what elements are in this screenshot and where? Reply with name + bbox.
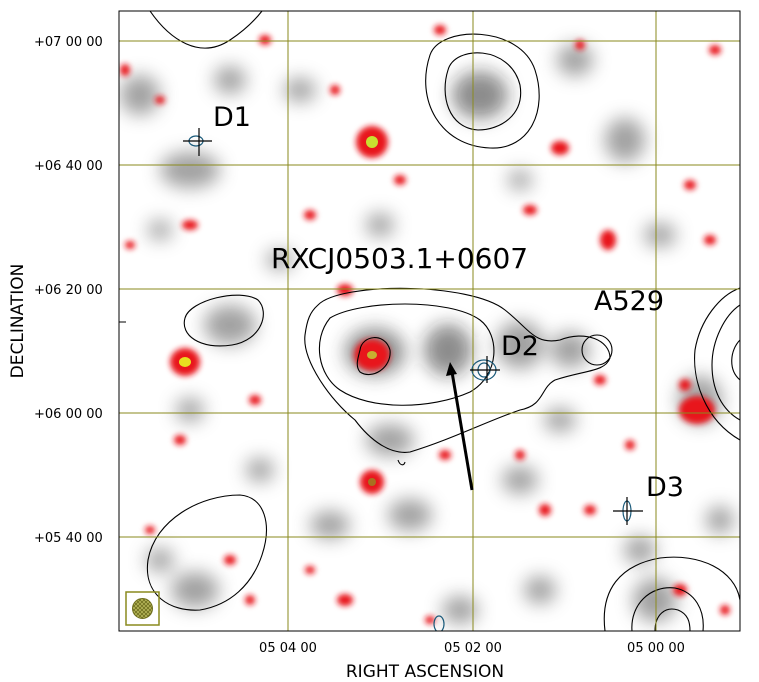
- x-tick-label: 05 04 00: [259, 641, 317, 656]
- x-tick-labels: 05 04 00 05 02 00 05 00 00: [259, 641, 685, 656]
- marker-bottom: [433, 615, 445, 631]
- beam-indicator: [125, 591, 160, 626]
- x-tick-label: 05 02 00: [444, 641, 502, 656]
- x-axis-title: RIGHT ASCENSION: [346, 662, 504, 682]
- x-tick-label: 05 00 00: [627, 641, 685, 656]
- pointer-arrow: [446, 362, 474, 491]
- y-tick-labels: +07 00 00 +06 40 00 +06 20 00 +06 00 00 …: [34, 35, 103, 546]
- label-cluster: RXCJ0503.1+0607: [271, 242, 528, 275]
- plot-frame: [118, 10, 741, 632]
- y-tick-label: +05 40 00: [34, 531, 103, 546]
- y-tick-label: +06 40 00: [34, 159, 103, 174]
- label-d2: D2: [501, 331, 539, 362]
- radio-cores: [179, 136, 378, 486]
- label-d1: D1: [213, 102, 251, 133]
- plot-area: D1 RXCJ0503.1+0607 A529 D2 D3: [118, 10, 741, 632]
- y-tick-label: +07 00 00: [34, 35, 103, 50]
- marker-d3: [613, 497, 643, 525]
- radio-emission: [120, 25, 730, 624]
- xray-emission: [120, 44, 734, 624]
- y-tick-label: +06 20 00: [34, 283, 103, 298]
- contours: [146, 11, 740, 631]
- coordinate-grid: [119, 11, 740, 631]
- label-a529: A529: [594, 286, 664, 317]
- marker-d1: [183, 128, 212, 156]
- y-tick-label: +06 00 00: [34, 407, 103, 422]
- marker-d2: [470, 356, 500, 383]
- y-axis-title: DECLINATION: [8, 264, 28, 379]
- label-d3: D3: [646, 472, 684, 503]
